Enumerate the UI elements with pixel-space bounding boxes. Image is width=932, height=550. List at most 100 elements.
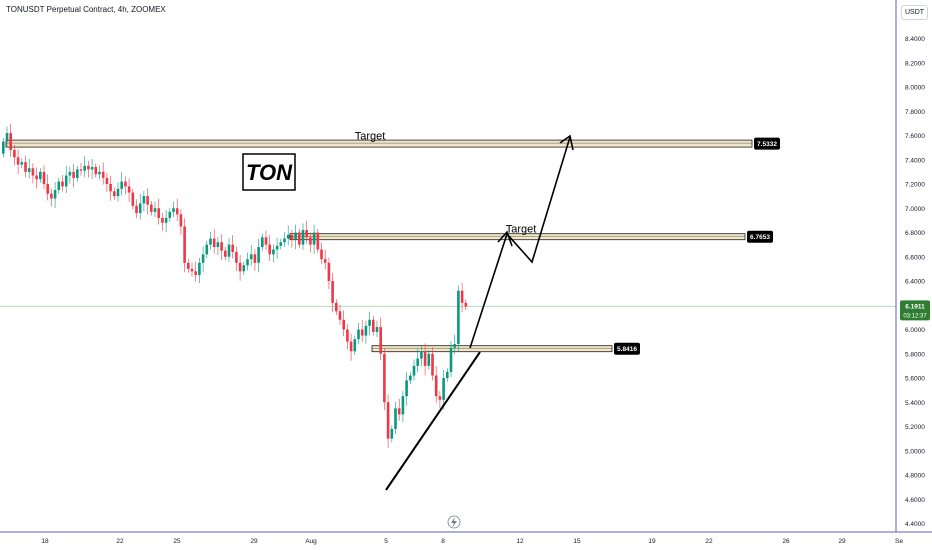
candle-body: [423, 351, 427, 366]
time-tick-label: 15: [573, 538, 581, 545]
price-tick-label: 5.2000: [905, 424, 925, 431]
candle-body: [294, 232, 297, 240]
candle-body: [20, 162, 24, 165]
candle-body: [438, 396, 442, 400]
candle-body: [449, 347, 453, 372]
time-tick-label: Se: [895, 538, 903, 545]
candle-body: [183, 226, 186, 263]
candle-body: [272, 249, 275, 255]
candle-body: [320, 249, 323, 260]
candle-body: [312, 232, 316, 245]
target-annotation: Target: [355, 131, 386, 143]
candle-body: [42, 171, 46, 184]
symbol-title[interactable]: TONUSDT Perpetual Contract, 4h, ZOOMEX: [6, 5, 166, 14]
support-resistance-zone: [5, 139, 753, 148]
candle-body: [90, 167, 94, 170]
candle-body: [401, 396, 405, 415]
candle-body: [116, 188, 120, 197]
candle-body: [209, 238, 212, 245]
time-tick-label: 8: [441, 538, 445, 545]
price-tick-label: 6.8000: [905, 230, 925, 237]
candle-body: [457, 290, 460, 345]
candle-body: [301, 230, 305, 245]
price-tick-label: 7.2000: [905, 182, 925, 189]
candle-body: [142, 196, 146, 204]
candle-body: [405, 380, 408, 397]
candle-body: [135, 205, 138, 214]
candle-body: [61, 181, 64, 187]
candle-body: [187, 262, 190, 269]
candle-body: [53, 190, 57, 199]
price-axis[interactable]: 8.4000 8.2000 8.0000 7.8000 7.6000 7.4000 7.20…: [895, 0, 925, 532]
level-price-box: [614, 342, 640, 355]
price-tick-label: 7.0000: [905, 206, 925, 213]
candle-body: [24, 162, 27, 172]
price-zones: [5, 139, 753, 353]
drawings: TON: [242, 134, 574, 491]
candle-body: [94, 167, 98, 175]
candle-body: [179, 214, 183, 227]
candle-body: [120, 181, 123, 189]
price-tick-label: 4.6000: [905, 497, 925, 504]
candle-body: [105, 177, 109, 184]
candle-body: [76, 169, 79, 178]
candle-body: [138, 203, 142, 214]
candle-body: [349, 341, 353, 352]
arrowhead-icon: [497, 230, 513, 247]
candle-body: [227, 244, 231, 257]
candle-body: [412, 365, 416, 376]
level-price-box: [754, 137, 780, 150]
candle-body: [290, 234, 294, 240]
candle-body: [127, 186, 131, 193]
candle-body: [238, 262, 242, 272]
candle-body: [9, 133, 12, 151]
candle-body: [275, 245, 279, 250]
candle-body: [323, 259, 327, 263]
candle-body: [442, 378, 445, 400]
candle-body: [124, 181, 127, 187]
candle-body: [249, 254, 253, 260]
candle-body: [157, 208, 160, 218]
price-tick-label: 6.4000: [905, 279, 925, 286]
candle-body: [427, 353, 431, 366]
candle-body: [201, 254, 205, 263]
candle-body: [353, 339, 357, 352]
currency-button[interactable]: USDT: [901, 5, 928, 20]
lightning-icon: [451, 517, 457, 528]
projection-path: [469, 136, 571, 349]
candle-body: [5, 133, 9, 142]
time-axis[interactable]: 18 22 25 29 Aug 5 8 12 15 19 22 26 29 Se: [0, 531, 932, 545]
candle-body: [372, 319, 375, 332]
candle-body: [327, 262, 331, 281]
candle-body: [98, 171, 101, 175]
candle-body: [386, 402, 390, 439]
countdown-label: 03:12:37: [903, 313, 927, 319]
ton-label: TON: [246, 160, 293, 185]
candle-body: [83, 165, 86, 171]
candle-body: [190, 268, 194, 272]
candle-body: [27, 168, 31, 172]
candle-body: [224, 250, 227, 257]
time-tick-label: 29: [838, 538, 846, 545]
candle-body: [31, 168, 35, 176]
time-tick-label: 19: [648, 538, 656, 545]
candle-body: [57, 181, 61, 191]
candle-body: [253, 254, 257, 263]
arrowhead-icon: [559, 134, 574, 151]
candle-body: [242, 265, 246, 272]
candle-body: [246, 259, 249, 266]
candle-body: [194, 271, 197, 275]
candle-body: [309, 237, 312, 245]
candle-body: [39, 171, 42, 180]
price-tick-label: 5.4000: [905, 400, 925, 407]
candle-body: [420, 351, 423, 359]
price-tick-label: 7.8000: [905, 109, 925, 116]
candle-body: [146, 196, 149, 205]
trendline: [385, 351, 481, 491]
time-tick-label: 5: [384, 538, 388, 545]
candle-body: [316, 232, 320, 250]
last-price-label: 6.1911: [905, 303, 925, 310]
target-annotation: Target: [506, 224, 537, 236]
level-price-label: 7.5332: [757, 141, 777, 148]
